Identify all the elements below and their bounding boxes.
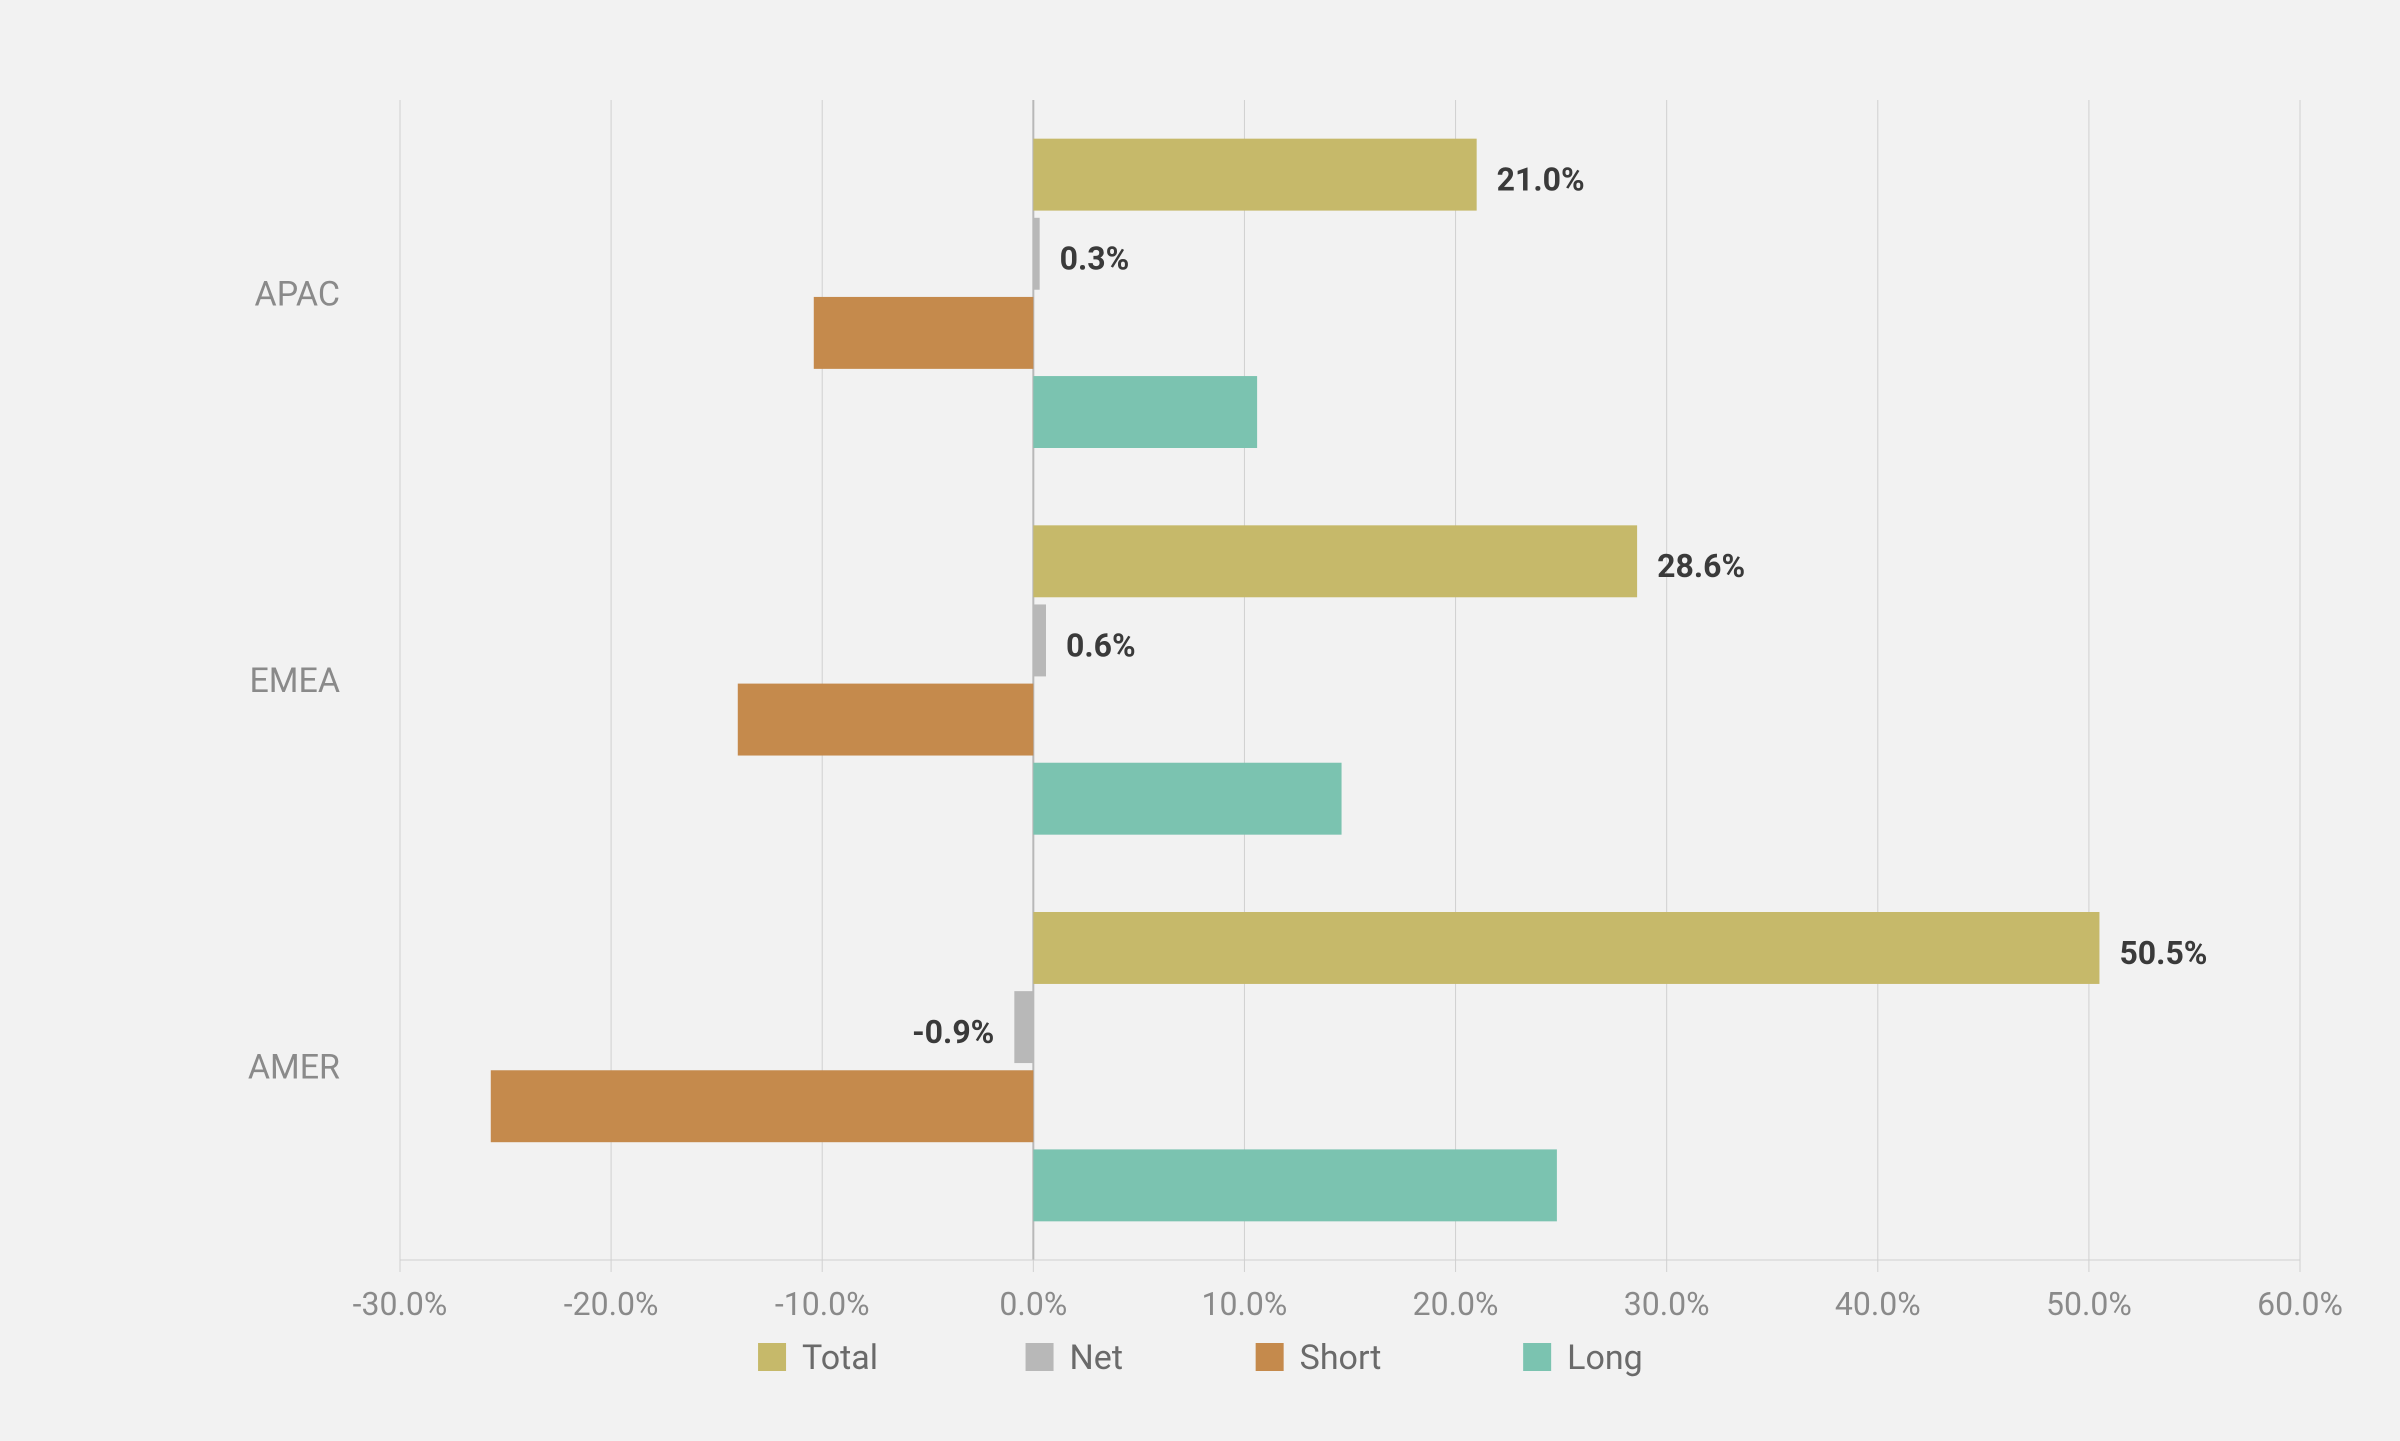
- x-tick-label: -20.0%: [564, 1285, 659, 1323]
- bar-total: [1033, 525, 1637, 597]
- chart-container: -30.0% -20.0% -10.0% 0.0% 10.0% 20.0% 30.0% 40.…: [0, 0, 2400, 1441]
- data-label: 21.0%: [1497, 160, 1585, 198]
- bar-short: [738, 684, 1034, 756]
- exposure-chart: -30.0% -20.0% -10.0% 0.0% 10.0% 20.0% 30.0% 40.…: [0, 0, 2400, 1441]
- legend-swatch: [1523, 1343, 1551, 1371]
- bar-short: [814, 297, 1034, 369]
- data-label: 50.5%: [2119, 934, 2207, 972]
- legend-swatch: [1026, 1343, 1054, 1371]
- legend-label: Long: [1567, 1338, 1643, 1378]
- category-label: AMER: [248, 1048, 340, 1088]
- x-tick-label: -10.0%: [775, 1285, 870, 1323]
- data-label: 0.6%: [1066, 626, 1136, 664]
- bar-net: [1033, 604, 1046, 676]
- x-tick-label: 60.0%: [2257, 1285, 2343, 1323]
- bar-long: [1033, 1149, 1557, 1221]
- data-label: 0.3%: [1060, 240, 1130, 278]
- x-tick-label: 20.0%: [1413, 1285, 1499, 1323]
- bar-long: [1033, 763, 1341, 835]
- category-label: EMEA: [249, 661, 340, 701]
- x-tick-label: 50.0%: [2046, 1285, 2132, 1323]
- data-label: 28.6%: [1657, 547, 1745, 585]
- bar-net: [1033, 218, 1039, 290]
- legend-swatch: [1256, 1343, 1284, 1371]
- bar-total: [1033, 912, 2099, 984]
- bar-net: [1014, 991, 1033, 1063]
- bar-long: [1033, 376, 1257, 448]
- bar-total: [1033, 139, 1476, 211]
- legend-label: Net: [1070, 1338, 1123, 1378]
- x-tick-label: 10.0%: [1202, 1285, 1288, 1323]
- legend-label: Short: [1300, 1338, 1382, 1378]
- legend-label: Total: [802, 1338, 878, 1378]
- x-tick-label: 0.0%: [999, 1285, 1067, 1323]
- legend-swatch: [758, 1343, 786, 1371]
- x-tick-label: 30.0%: [1624, 1285, 1710, 1323]
- chart-background: [0, 0, 2400, 1441]
- x-tick-label: 40.0%: [1835, 1285, 1921, 1323]
- x-tick-label: -30.0%: [353, 1285, 448, 1323]
- category-label: APAC: [255, 274, 340, 314]
- bar-short: [491, 1070, 1034, 1142]
- data-label: -0.9%: [912, 1013, 994, 1051]
